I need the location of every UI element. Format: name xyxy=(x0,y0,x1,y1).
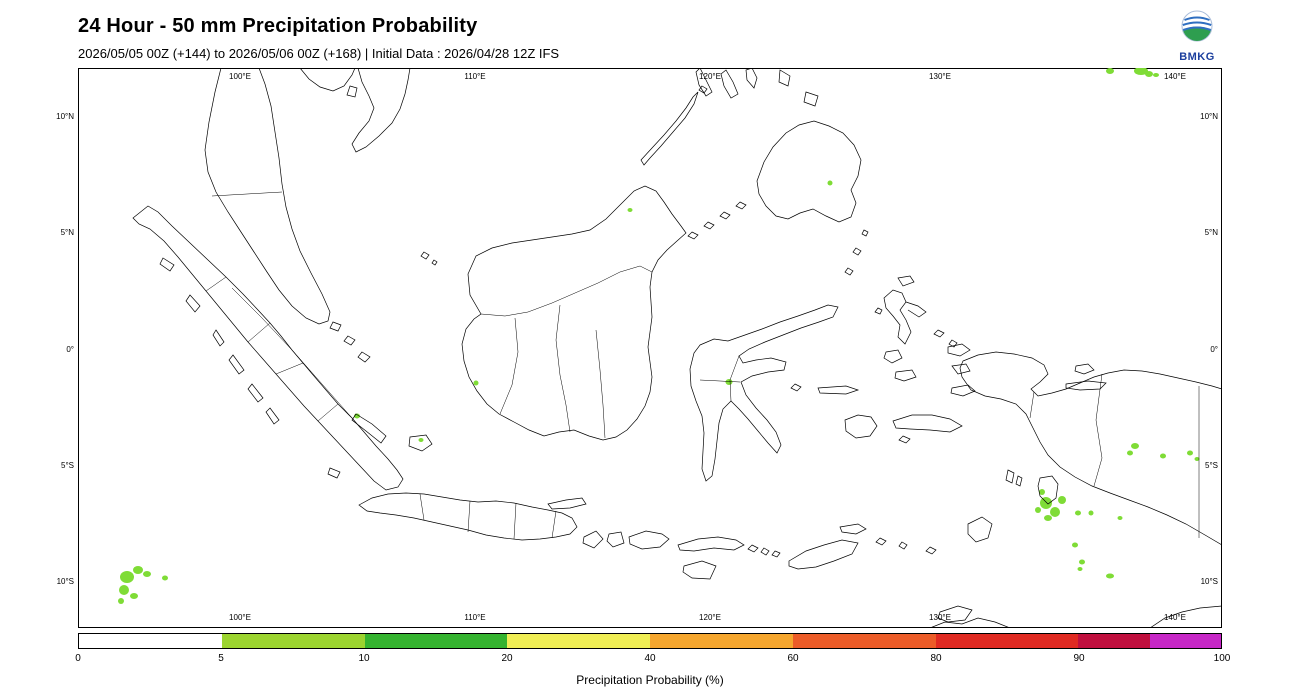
map-plot-area xyxy=(78,68,1222,628)
lon-tick-top: 100°E xyxy=(229,72,251,81)
colorbar-segment xyxy=(221,634,365,648)
lon-tick-bottom: 110°E xyxy=(464,613,486,622)
lat-tick-right: 5°S xyxy=(1205,461,1218,470)
page-title: 24 Hour - 50 mm Precipitation Probabilit… xyxy=(78,15,478,37)
colorbar-tick: 40 xyxy=(644,653,656,664)
bmkg-logo: BMKG xyxy=(1172,8,1222,63)
lat-tick-right: 10°N xyxy=(1200,112,1218,121)
lat-tick-left: 0° xyxy=(66,345,74,354)
colorbar-segment xyxy=(79,634,222,648)
colorbar-tick: 10 xyxy=(358,653,370,664)
colorbar-ticks: 0 5 10 20 40 60 80 90 100 xyxy=(75,653,1230,666)
colorbar-segment xyxy=(1149,634,1221,648)
lon-tick-bottom: 120°E xyxy=(699,613,721,622)
lon-tick-top: 120°E xyxy=(699,72,721,81)
colorbar-segment xyxy=(1078,634,1150,648)
lat-tick-left: 5°S xyxy=(61,461,74,470)
colorbar-tick: 0 xyxy=(75,653,81,664)
lon-tick-top: 110°E xyxy=(464,72,486,81)
lat-tick-left: 10°N xyxy=(56,112,74,121)
lon-tick-top: 130°E xyxy=(929,72,951,81)
colorbar-label: Precipitation Probability (%) xyxy=(576,673,724,687)
lat-tick-left: 10°S xyxy=(56,577,74,586)
colorbar-tick: 80 xyxy=(930,653,942,664)
colorbar xyxy=(78,633,1222,649)
lat-tick-right: 10°S xyxy=(1200,577,1218,586)
page-subtitle: 2026/05/05 00Z (+144) to 2026/05/06 00Z … xyxy=(78,46,560,61)
bmkg-logo-icon xyxy=(1181,10,1213,42)
colorbar-segment xyxy=(507,634,650,648)
lon-tick-bottom: 130°E xyxy=(929,613,951,622)
bmkg-logo-text: BMKG xyxy=(1179,51,1215,63)
lon-tick-bottom: 100°E xyxy=(229,613,251,622)
colorbar-tick: 5 xyxy=(218,653,224,664)
lat-tick-left: 5°N xyxy=(60,228,74,237)
colorbar-tick: 60 xyxy=(787,653,799,664)
lat-tick-right: 0° xyxy=(1210,345,1218,354)
colorbar-segment xyxy=(935,634,1079,648)
colorbar-segment xyxy=(792,634,936,648)
lon-tick-top: 140°E xyxy=(1164,72,1186,81)
colorbar-tick: 20 xyxy=(501,653,513,664)
colorbar-segment xyxy=(650,634,793,648)
lon-tick-bottom: 140°E xyxy=(1164,613,1186,622)
colorbar-tick: 100 xyxy=(1213,653,1231,664)
lat-tick-right: 5°N xyxy=(1204,228,1218,237)
colorbar-tick: 90 xyxy=(1073,653,1085,664)
colorbar-segment xyxy=(364,634,508,648)
